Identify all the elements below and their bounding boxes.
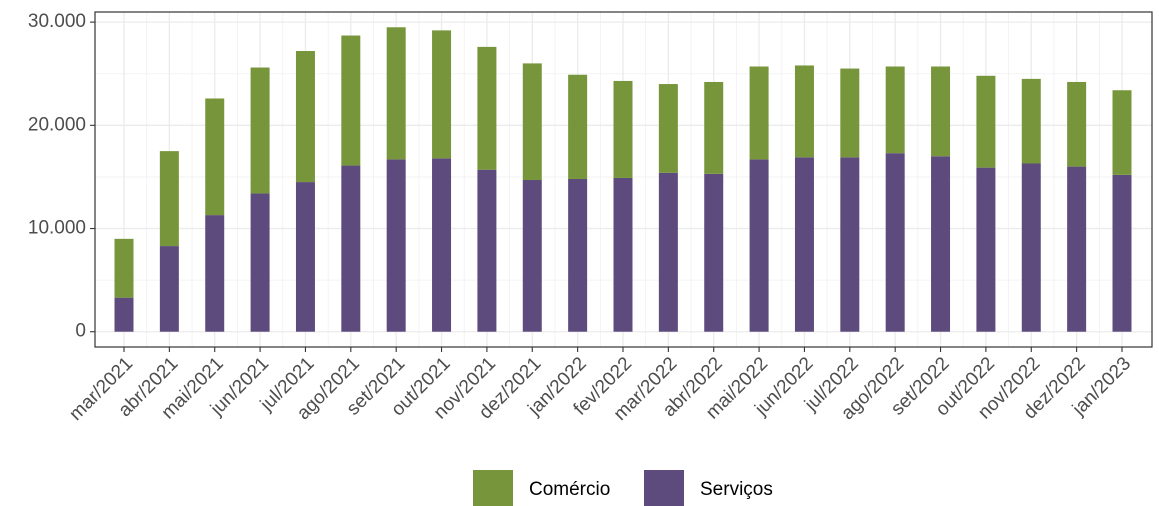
bar-segment [114, 297, 134, 332]
bar-segment [477, 46, 497, 170]
bar-segment [1112, 90, 1132, 175]
bar-segment [159, 246, 179, 332]
bar-segment [1021, 163, 1041, 332]
bar-segment [794, 157, 814, 332]
bar-segment [522, 63, 542, 181]
bar-segment [295, 182, 315, 332]
bar-segment [976, 75, 996, 168]
legend-label: Comércio [529, 479, 610, 500]
bar-segment [704, 81, 724, 174]
bar-segment [658, 172, 678, 332]
bar-segment [568, 178, 588, 332]
bar-segment [477, 169, 497, 332]
bar-segment [522, 180, 542, 332]
bar-segment [1112, 174, 1132, 332]
bar-segment [432, 30, 452, 159]
legend-swatch [644, 470, 684, 506]
bar-segment [885, 153, 905, 332]
bar-segment [976, 167, 996, 332]
legend-swatch [473, 470, 513, 506]
bar-segment [840, 68, 860, 158]
y-tick-label: 20.000 [28, 114, 86, 135]
bar-segment [1021, 78, 1041, 164]
bar-segment [432, 158, 452, 332]
bar-segment [205, 98, 225, 216]
bar-segment [568, 74, 588, 179]
bars [114, 27, 1132, 332]
bar-segment [250, 67, 270, 194]
bar-segment [341, 35, 361, 166]
y-tick-label: 30.000 [28, 11, 86, 32]
bar-segment [386, 159, 406, 332]
legend-label: Serviços [700, 479, 773, 500]
bar-segment [1067, 166, 1087, 332]
bar-segment [341, 165, 361, 332]
bar-segment [840, 157, 860, 332]
bar-segment [250, 193, 270, 332]
bar-segment [386, 27, 406, 160]
bar-segment [658, 84, 678, 173]
bar-segment [931, 66, 951, 157]
bar-segment [613, 177, 633, 332]
bar-segment [1067, 81, 1087, 167]
bar-segment [205, 215, 225, 332]
y-tick-label: 10.000 [28, 218, 86, 239]
bar-segment [749, 159, 769, 332]
y-tick-label: 0 [75, 321, 86, 342]
bar-segment [794, 65, 814, 158]
legend: Comércio Serviços [473, 470, 773, 506]
bar-segment [704, 173, 724, 332]
bar-segment [613, 80, 633, 178]
bar-segment [885, 66, 905, 154]
bar-segment [159, 151, 179, 247]
bar-segment [749, 66, 769, 160]
bar-segment [931, 156, 951, 332]
bar-segment [114, 238, 134, 298]
bar-segment [295, 51, 315, 183]
